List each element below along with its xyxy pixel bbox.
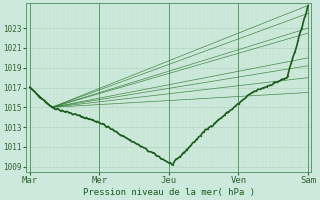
X-axis label: Pression niveau de la mer( hPa ): Pression niveau de la mer( hPa ) bbox=[83, 188, 255, 197]
